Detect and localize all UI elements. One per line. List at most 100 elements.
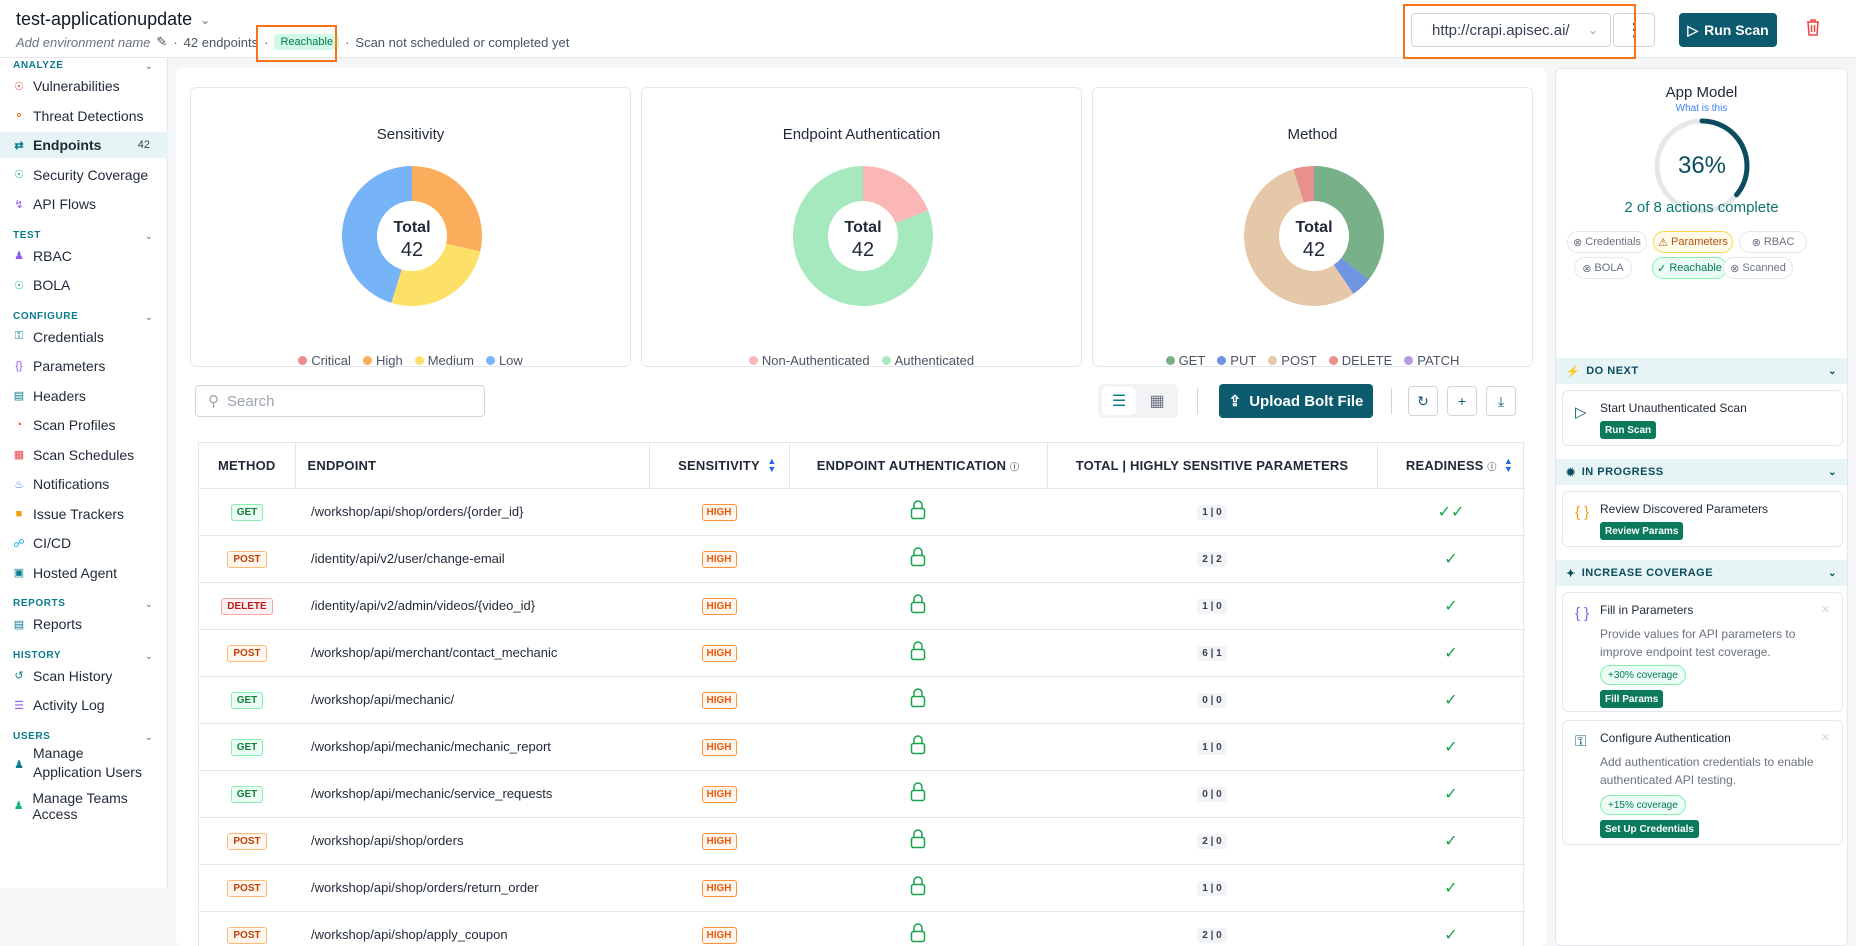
legend-item[interactable]: PATCH: [1404, 353, 1459, 368]
legend-item[interactable]: Authenticated: [881, 353, 974, 368]
status-chip-bola[interactable]: ⊗ BOLA: [1574, 257, 1632, 279]
sidebar-section-test[interactable]: TEST: [13, 229, 41, 241]
sidebar-section-analyze[interactable]: ANALYZE: [13, 60, 64, 71]
in-progress-section[interactable]: ✹ IN PROGRESS ⌄: [1556, 459, 1847, 485]
sort-icon[interactable]: ▲ ▼: [767, 456, 777, 474]
donut-slice[interactable]: [793, 166, 933, 306]
add-icon[interactable]: +: [1447, 386, 1477, 416]
column-header-auth[interactable]: ENDPOINT AUTHENTICATION ⓘ: [789, 443, 1048, 489]
table-row[interactable]: GET/workshop/api/mechanic/HIGH 0 | 0 ✓: [199, 676, 1525, 724]
sidebar-item-endpoints[interactable]: ⇄ Endpoints 42: [0, 132, 168, 158]
legend-item[interactable]: POST: [1268, 353, 1317, 368]
chevron-down-icon[interactable]: ⌄: [144, 311, 153, 323]
sidebar-item-hosted-agent[interactable]: ▣ Hosted Agent: [0, 560, 168, 586]
sidebar-item-parameters[interactable]: {} Parameters: [0, 353, 168, 379]
sidebar-item-scan-schedules[interactable]: ▦ Scan Schedules: [0, 442, 168, 468]
table-row[interactable]: GET/workshop/api/shop/orders/{order_id} H…: [199, 488, 1525, 536]
column-header-method[interactable]: METHOD: [199, 443, 296, 489]
sidebar-item-threat-detections[interactable]: ⚬ Threat Detections: [0, 103, 168, 129]
sidebar-item-ci-cd[interactable]: ☍ CI/CD: [0, 530, 168, 556]
info-icon[interactable]: ⓘ: [1010, 461, 1020, 472]
legend-item[interactable]: Critical: [298, 353, 351, 368]
url-select[interactable]: http://crapi.apisec.ai/ ⌄: [1411, 13, 1611, 47]
sidebar-item-credentials[interactable]: ⚿ Credentials: [0, 324, 168, 350]
donut-slice[interactable]: [391, 243, 481, 306]
table-row[interactable]: POST/workshop/api/shop/orders HIGH 2 | 0 ✓: [199, 817, 1525, 865]
close-icon[interactable]: ✕: [1820, 732, 1830, 744]
sidebar-item-security-coverage[interactable]: ☉ Security Coverage: [0, 162, 168, 188]
sidebar-item-bola[interactable]: ☉ BOLA: [0, 272, 168, 298]
what-is-this-link[interactable]: What is this: [1675, 103, 1728, 114]
endpoint-cell[interactable]: /workshop/api/merchant/contact_mechanic: [295, 629, 649, 677]
donut-slice[interactable]: [1333, 257, 1369, 294]
legend-item[interactable]: Low: [485, 353, 523, 368]
table-row[interactable]: POST/identity/api/v2/user/change-email HI…: [199, 535, 1525, 583]
endpoint-cell[interactable]: /workshop/api/shop/apply_coupon: [295, 911, 649, 946]
legend-item[interactable]: Non-Authenticated: [748, 353, 870, 368]
sidebar-section-configure[interactable]: CONFIGURE: [13, 310, 79, 322]
donut-slice[interactable]: [1244, 169, 1354, 306]
endpoint-cell[interactable]: /workshop/api/mechanic/: [295, 676, 649, 724]
sidebar-item-activity-log[interactable]: ☰ Activity Log: [0, 692, 168, 718]
endpoint-cell[interactable]: /identity/api/v2/admin/videos/{video_id}: [295, 582, 649, 630]
table-row[interactable]: GET/workshop/api/mechanic/mechanic_repor…: [199, 723, 1525, 771]
endpoint-cell[interactable]: /workshop/api/mechanic/service_requests: [295, 770, 649, 818]
donut-slice[interactable]: [863, 166, 929, 224]
review-params-button[interactable]: Review Params: [1600, 522, 1684, 540]
donut-slice[interactable]: [342, 166, 412, 303]
upload-bolt-file-button[interactable]: ⇪ Upload Bolt File: [1219, 384, 1373, 418]
donut-slice[interactable]: [1293, 166, 1314, 203]
sidebar-item-issue-trackers[interactable]: ■ Issue Trackers: [0, 501, 168, 527]
status-chip-parameters[interactable]: ⚠ Parameters: [1653, 231, 1733, 253]
sidebar-item-rbac[interactable]: ♟ RBAC: [0, 243, 168, 269]
sidebar-section-history[interactable]: HISTORY: [13, 649, 62, 661]
chevron-down-icon[interactable]: ⌄: [144, 61, 153, 72]
legend-item[interactable]: DELETE: [1328, 353, 1392, 368]
endpoint-cell[interactable]: /workshop/api/mechanic/mechanic_report: [295, 723, 649, 771]
sidebar-section-users[interactable]: USERS: [13, 730, 51, 742]
sidebar-item-manage-application-users[interactable]: ♟ Manage Application Users: [0, 744, 168, 786]
table-row[interactable]: GET/workshop/api/mechanic/service_reques…: [199, 770, 1525, 818]
refresh-icon[interactable]: ↻: [1408, 386, 1438, 416]
status-chip-scanned[interactable]: ⊗ Scanned: [1723, 257, 1793, 279]
endpoint-cell[interactable]: /workshop/api/shop/orders/{order_id}: [295, 488, 649, 536]
sort-icon[interactable]: ▲ ▼: [1503, 456, 1513, 474]
sidebar-item-scan-history[interactable]: ↺ Scan History: [0, 663, 168, 689]
legend-item[interactable]: Medium: [414, 353, 474, 368]
chevron-down-icon[interactable]: ⌄: [144, 650, 153, 662]
column-header-params[interactable]: TOTAL | HIGHLY SENSITIVE PARAMETERS: [1047, 443, 1378, 489]
increase-coverage-section[interactable]: ✦ INCREASE COVERAGE ⌄: [1556, 560, 1847, 586]
sidebar-item-notifications[interactable]: ♨ Notifications: [0, 471, 168, 497]
pencil-icon[interactable]: ✎: [156, 34, 168, 49]
info-icon[interactable]: ⓘ: [1487, 461, 1497, 472]
run-scan-small-button[interactable]: Run Scan: [1600, 421, 1657, 439]
sidebar-item-api-flows[interactable]: ↯ API Flows: [0, 191, 168, 217]
legend-item[interactable]: GET: [1165, 353, 1205, 368]
legend-item[interactable]: High: [362, 353, 403, 368]
endpoint-cell[interactable]: /identity/api/v2/user/change-email: [295, 535, 649, 583]
chevron-down-icon[interactable]: ⌄: [144, 731, 153, 743]
table-row[interactable]: DELETE/identity/api/v2/admin/videos/{vid…: [199, 582, 1525, 630]
run-scan-button[interactable]: ▷ Run Scan: [1679, 13, 1777, 47]
grid-view-icon[interactable]: ▦: [1149, 393, 1165, 410]
column-header-endpoint[interactable]: ENDPOINT: [295, 443, 650, 489]
trash-icon[interactable]: [1805, 18, 1821, 41]
list-view-icon[interactable]: ☰: [1102, 387, 1136, 415]
endpoint-cell[interactable]: /workshop/api/shop/orders: [295, 817, 649, 865]
search-input[interactable]: ⚲ Search: [195, 385, 485, 417]
status-chip-rbac[interactable]: ⊗ RBAC: [1739, 231, 1807, 253]
status-chip-reachable[interactable]: ✓ Reachable: [1652, 257, 1727, 279]
environment-name-field[interactable]: Add environment name: [16, 34, 151, 50]
donut-slice[interactable]: [412, 166, 482, 252]
set-up-credentials-button[interactable]: Set Up Credentials: [1600, 820, 1699, 838]
sidebar-section-reports[interactable]: REPORTS: [13, 598, 66, 609]
column-header-readiness[interactable]: READINESS ⓘ ▲ ▼: [1377, 443, 1525, 489]
sidebar-item-reports[interactable]: ▤ Reports: [0, 611, 168, 637]
table-row[interactable]: POST/workshop/api/shop/orders/return_ord…: [199, 864, 1525, 912]
sidebar-item-scan-profiles[interactable]: ◔ Scan Profiles: [0, 412, 168, 438]
chevron-down-icon[interactable]: ⌄: [144, 230, 153, 242]
environment-title[interactable]: test-applicationupdate ⌄: [16, 9, 210, 30]
table-row[interactable]: POST/workshop/api/merchant/contact_mecha…: [199, 629, 1525, 677]
fill-params-button[interactable]: Fill Params: [1600, 690, 1664, 708]
endpoint-cell[interactable]: /workshop/api/shop/orders/return_order: [295, 864, 649, 912]
